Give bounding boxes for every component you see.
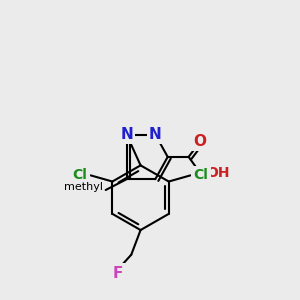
Text: N: N [149, 127, 162, 142]
Text: O: O [194, 134, 207, 149]
Text: OH: OH [206, 166, 230, 180]
Text: F: F [112, 266, 122, 281]
Text: N: N [120, 127, 133, 142]
Text: methyl: methyl [64, 182, 103, 192]
Text: Cl: Cl [194, 168, 208, 182]
Text: Cl: Cl [73, 168, 88, 182]
